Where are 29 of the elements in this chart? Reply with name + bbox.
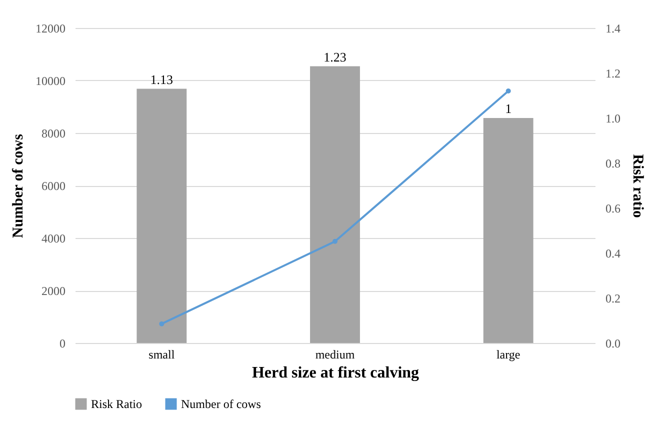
point bbox=[159, 321, 164, 326]
data-label: 1 bbox=[505, 101, 512, 116]
y2-axis-title: Risk ratio bbox=[630, 154, 646, 218]
y2-tick-label: 1.2 bbox=[606, 66, 620, 80]
y-tick-label: 0 bbox=[60, 336, 66, 350]
y-tick-label: 10000 bbox=[36, 74, 66, 88]
y2-tick-label: 0.2 bbox=[606, 292, 620, 306]
x-axis-title: Herd size at first calving bbox=[252, 364, 420, 382]
y-tick-label: 8000 bbox=[42, 126, 66, 140]
x-tick-label: small bbox=[148, 348, 176, 362]
y-tick-label: 12000 bbox=[36, 22, 66, 36]
data-label: 1.13 bbox=[150, 72, 174, 87]
y2-tick-label: 1.0 bbox=[606, 112, 620, 126]
x-tick-label: medium bbox=[315, 348, 356, 362]
y-tick-label: 4000 bbox=[42, 232, 66, 246]
point bbox=[332, 238, 338, 244]
y2-tick-label: 0.0 bbox=[606, 336, 620, 350]
legend-label: Risk Ratio bbox=[91, 397, 142, 411]
y2-tick-label: 0.4 bbox=[606, 246, 620, 260]
legend-label: Number of cows bbox=[181, 397, 262, 411]
y2-tick-label: 0.8 bbox=[606, 156, 620, 170]
y-tick-label: 6000 bbox=[42, 179, 66, 193]
y2-tick-label: 0.6 bbox=[606, 202, 620, 216]
y-tick-label: 2000 bbox=[42, 284, 66, 298]
y-axis-title: Number of cows bbox=[10, 134, 26, 238]
data-label: 1.23 bbox=[324, 49, 346, 64]
x-tick-label: large bbox=[496, 348, 520, 362]
point bbox=[506, 88, 511, 94]
y2-tick-label: 1.4 bbox=[606, 22, 620, 36]
